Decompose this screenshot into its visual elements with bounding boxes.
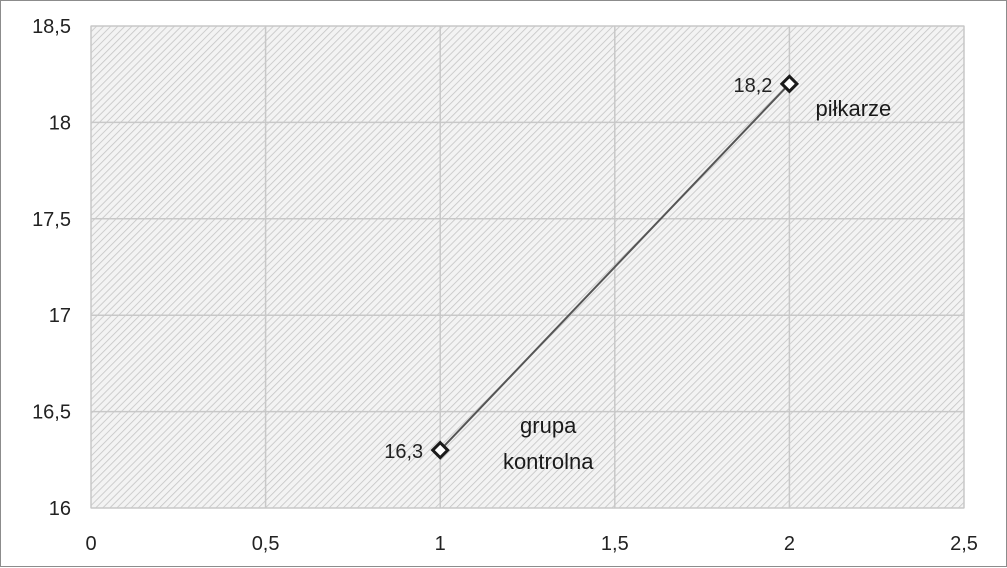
data-value-label: 16,3	[384, 441, 423, 463]
data-point-name-label: piłkarze	[815, 96, 891, 121]
series-line	[439, 83, 791, 451]
x-tick-label: 0,5	[252, 533, 280, 555]
data-point-name-label: grupa	[520, 413, 577, 438]
x-tick-label: 1,5	[601, 533, 629, 555]
y-tick-label: 16	[49, 498, 71, 520]
y-tick-label: 18	[49, 112, 71, 134]
y-tick-label: 17,5	[32, 209, 71, 231]
x-tick-label: 0	[85, 533, 96, 555]
y-tick-label: 18,5	[32, 16, 71, 38]
data-point-marker	[430, 440, 450, 460]
y-tick-label: 17	[49, 305, 71, 327]
data-point-marker	[779, 74, 800, 94]
x-tick-label: 1	[435, 533, 446, 555]
x-tick-label: 2,5	[950, 533, 978, 555]
series: 16,3 grupa kontrolna 18,2 piłkarze	[384, 74, 891, 474]
x-tick-label: 2	[784, 533, 795, 555]
data-value-label: 18,2	[733, 75, 772, 97]
x-axis-tick-labels: 0 0,5 1 1,5 2 2,5	[85, 533, 977, 555]
plot-area	[90, 25, 965, 509]
data-point-name-label: kontrolna	[503, 449, 594, 474]
y-tick-label: 16,5	[32, 402, 71, 424]
y-axis-tick-labels: 16 16,5 17 17,5 18 18,5	[32, 16, 71, 520]
